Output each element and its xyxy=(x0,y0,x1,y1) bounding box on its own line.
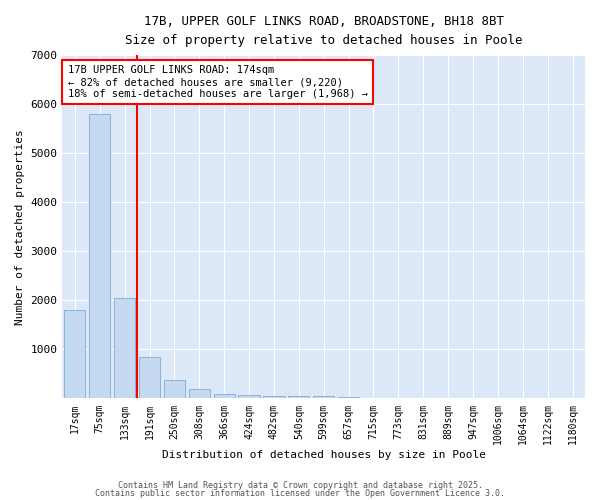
Bar xyxy=(214,394,235,398)
Bar xyxy=(263,396,284,398)
Title: 17B, UPPER GOLF LINKS ROAD, BROADSTONE, BH18 8BT
Size of property relative to de: 17B, UPPER GOLF LINKS ROAD, BROADSTONE, … xyxy=(125,15,523,47)
Bar xyxy=(164,380,185,398)
Bar xyxy=(139,357,160,399)
X-axis label: Distribution of detached houses by size in Poole: Distribution of detached houses by size … xyxy=(162,450,486,460)
Text: Contains HM Land Registry data © Crown copyright and database right 2025.: Contains HM Land Registry data © Crown c… xyxy=(118,480,482,490)
Text: 17B UPPER GOLF LINKS ROAD: 174sqm
← 82% of detached houses are smaller (9,220)
1: 17B UPPER GOLF LINKS ROAD: 174sqm ← 82% … xyxy=(68,66,368,98)
Bar xyxy=(189,388,210,398)
Bar xyxy=(313,396,334,398)
Bar xyxy=(238,394,260,398)
Bar xyxy=(89,114,110,399)
Bar xyxy=(64,310,85,398)
Bar xyxy=(288,396,310,398)
Y-axis label: Number of detached properties: Number of detached properties xyxy=(15,129,25,324)
Text: Contains public sector information licensed under the Open Government Licence 3.: Contains public sector information licen… xyxy=(95,489,505,498)
Bar xyxy=(114,298,135,398)
